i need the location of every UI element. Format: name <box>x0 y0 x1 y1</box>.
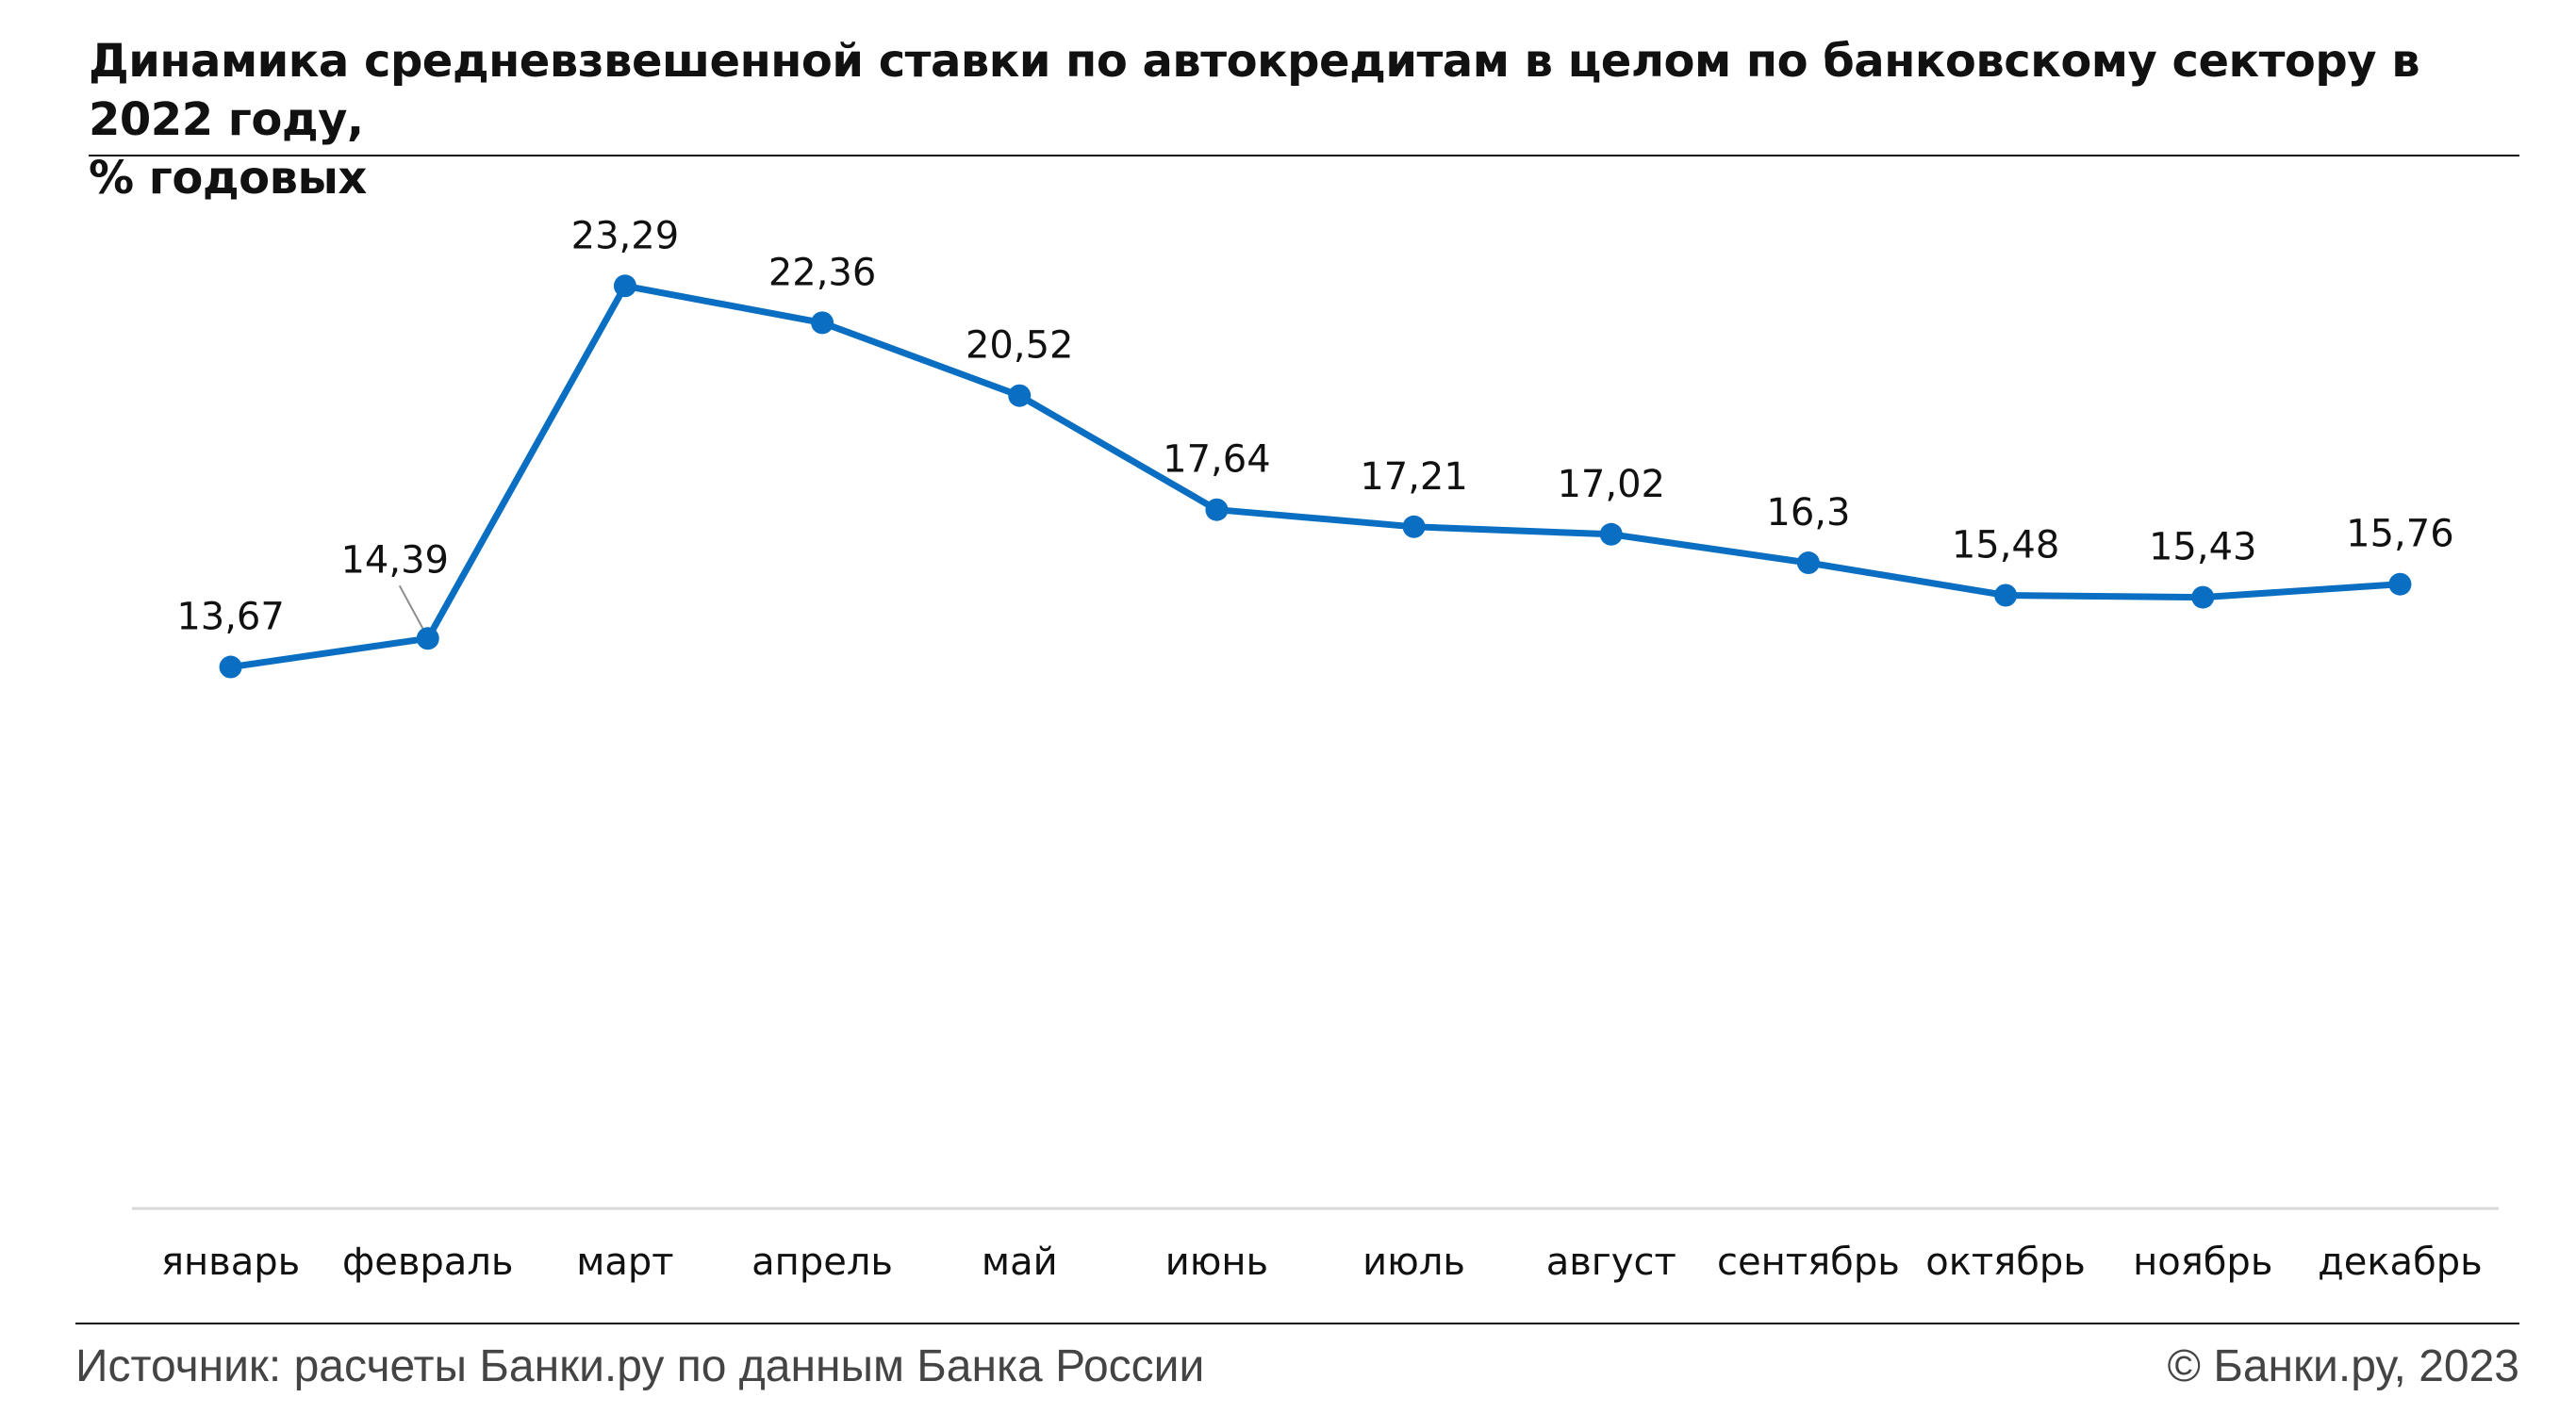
x-tick-label-10: октябрь <box>1925 1241 2086 1284</box>
data-points <box>219 274 2412 679</box>
data-label-11: 15,43 <box>2149 526 2257 569</box>
data-point-7 <box>1402 515 1426 538</box>
data-point-3 <box>613 274 636 298</box>
x-tick-label-9: сентябрь <box>1717 1241 1900 1284</box>
x-tick-label-2: февраль <box>342 1241 513 1284</box>
x-tick-label-3: март <box>576 1241 673 1284</box>
data-label-5: 20,52 <box>966 324 1074 368</box>
data-label-10: 15,48 <box>1952 523 2060 567</box>
data-label-7: 17,21 <box>1360 455 1468 499</box>
data-label-1: 13,67 <box>176 596 285 639</box>
data-label-8: 17,02 <box>1557 463 1665 506</box>
x-tick-label-1: январь <box>161 1241 300 1284</box>
chart-title-line-1: Динамика средневзвешенной ставки по авто… <box>89 35 2420 146</box>
data-label-2: 14,39 <box>340 538 449 582</box>
data-labels: 13,67 14,39 23,29 22,36 20,52 17,64 17,21 17,02… <box>176 214 2453 638</box>
data-point-1 <box>219 655 242 679</box>
x-tick-label-11: ноябрь <box>2133 1241 2272 1284</box>
title-divider <box>89 155 2519 156</box>
data-point-2 <box>416 627 439 650</box>
x-tick-label-5: май <box>982 1241 1058 1284</box>
data-point-8 <box>1599 522 1623 546</box>
data-point-12 <box>2388 572 2412 596</box>
copyright-note: © Банки.ру, 2023 <box>2167 1341 2519 1391</box>
data-point-6 <box>1205 498 1229 521</box>
chart-title-line-2: % годовых <box>89 152 367 205</box>
chart-title: Динамика средневзвешенной ставки по авто… <box>89 32 2540 207</box>
series-line <box>227 282 2403 671</box>
leader-line-2 <box>398 584 424 630</box>
x-tick-label-12: декабрь <box>2318 1241 2483 1284</box>
data-point-5 <box>1008 384 1032 407</box>
source-note: Источник: расчеты Банки.ру по данным Бан… <box>75 1341 1205 1391</box>
data-label-4: 22,36 <box>768 251 877 294</box>
data-point-10 <box>1994 584 2018 607</box>
data-label-12: 15,76 <box>2346 513 2454 556</box>
x-tick-label-4: апрель <box>751 1241 893 1284</box>
data-label-6: 17,64 <box>1163 438 1271 482</box>
data-point-9 <box>1796 551 1820 575</box>
data-label-9: 16,3 <box>1766 491 1850 534</box>
data-point-11 <box>2191 585 2215 609</box>
x-tick-label-8: август <box>1546 1241 1676 1284</box>
footer-divider <box>75 1323 2519 1324</box>
data-label-3: 23,29 <box>571 214 680 257</box>
data-point-4 <box>811 311 834 335</box>
x-tick-label-7: июль <box>1362 1241 1465 1284</box>
x-tick-label-6: июнь <box>1165 1241 1268 1284</box>
x-tick-labels: январь февраль март апрель май июнь июль август… <box>161 1241 2483 1284</box>
leader-lines <box>398 584 424 630</box>
